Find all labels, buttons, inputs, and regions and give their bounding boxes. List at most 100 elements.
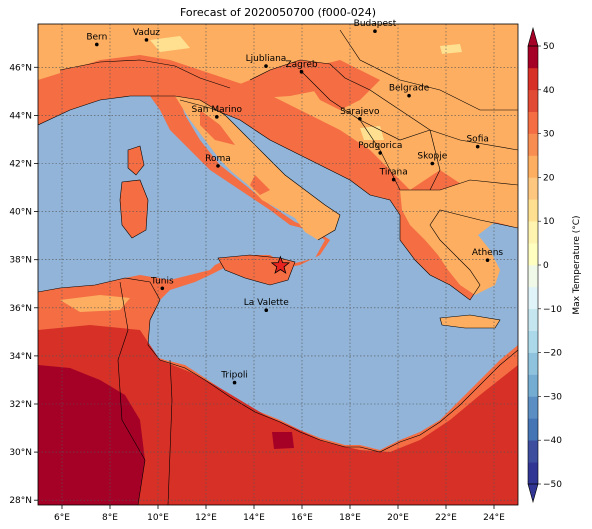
italy-warm (200, 110, 270, 195)
colorbar-segment (528, 67, 538, 91)
city-dot (95, 42, 99, 47)
africa-hot (38, 325, 518, 505)
y-tick-label: 42°N (9, 159, 32, 169)
colorbar-tick-label: −20 (543, 349, 562, 359)
city-label: Budapest (354, 19, 397, 29)
city-label: Tripoli (220, 371, 248, 381)
city-dot (407, 93, 411, 98)
city-dot (216, 164, 220, 168)
city-label: Vaduz (133, 28, 160, 38)
colorbar-segment (528, 89, 538, 112)
map-frame (37, 23, 519, 506)
city-label: Sofia (466, 135, 488, 145)
colorbar-segment (528, 243, 538, 266)
city-dot (215, 115, 219, 119)
colorbar-segment (528, 440, 538, 463)
alps-hot-region (60, 60, 345, 100)
colorbar-tick-label: 20 (543, 173, 555, 183)
colorbar-segment (528, 199, 538, 222)
city-dot (373, 29, 377, 34)
y-tick-label: 32°N (9, 400, 32, 410)
colorbar-tick-label: −40 (543, 436, 562, 446)
x-tick-label: 24°E (483, 513, 505, 523)
x-tick-label: 22°E (435, 513, 457, 523)
colorbar-segment (528, 462, 538, 485)
city-dot (378, 151, 383, 155)
colorbar-tick-label: 40 (543, 86, 555, 96)
colorbar-segment (528, 221, 538, 244)
x-tick-label: 8°E (102, 513, 118, 523)
city-dot (160, 286, 165, 291)
colorbar-segment (528, 396, 538, 419)
colorbar-tick-label: −10 (543, 305, 562, 315)
colorbar-segment (528, 46, 538, 69)
x-tick-label: 10°E (147, 513, 169, 523)
colorbar-tick-label: 0 (543, 261, 549, 271)
city-label: Belgrade (389, 84, 430, 94)
x-tick-label: 6°E (54, 513, 70, 523)
city-label: Sarajevo (340, 107, 380, 117)
city-label: Bern (86, 32, 107, 42)
colorbar-tick-label: 50 (543, 42, 555, 52)
colorbar-segment (528, 265, 538, 288)
greece-land (400, 180, 518, 295)
colorbar-segment (528, 177, 538, 200)
location-marker (270, 255, 291, 274)
balkan-warm-region (300, 60, 380, 110)
city-label: Zagreb (285, 60, 317, 70)
city-dot (430, 161, 435, 166)
y-tick-label: 44°N (9, 111, 32, 121)
y-tick-label: 46°N (9, 63, 32, 73)
y-tick-label: 40°N (9, 208, 32, 218)
city-dot (144, 38, 149, 42)
colorbar-segment (528, 330, 538, 353)
axes: 6°E 8°E 10°E 12°E 14°E 16°E 18°E 20°E 22°E 24°E 28… (9, 63, 505, 523)
chart-title: Forecast of 2020050700 (f000-024) (179, 6, 377, 19)
city-dot (391, 177, 396, 182)
city-dot (475, 144, 480, 149)
colorbar-segment (528, 111, 538, 134)
city-label: Skopje (417, 151, 447, 161)
y-tick-label: 34°N (9, 352, 32, 362)
x-tick-label: 20°E (387, 513, 409, 523)
city-dot (299, 70, 304, 74)
colorbar-extend-max (527, 26, 539, 47)
city-dot (264, 308, 269, 312)
y-tick-label: 36°N (9, 304, 32, 314)
colorbar-segment (528, 286, 538, 310)
europe-mild-region (38, 24, 518, 190)
city-dot (232, 380, 237, 385)
colorbar-title: Max Temperature (°C) (572, 215, 582, 314)
colorbar-segment (528, 308, 538, 331)
city-label: La Valette (244, 298, 289, 308)
colorbar-tick-label: −50 (543, 480, 562, 490)
corsica (128, 146, 144, 175)
colorbar: −50 −40 −30 −20 −10 0 10 20 30 40 50 Max Temperatur… (527, 26, 582, 504)
colorbar-segment (528, 133, 538, 156)
y-tick-label: 28°N (9, 496, 32, 506)
city-dot (264, 64, 268, 68)
y-tick-label: 38°N (9, 256, 32, 266)
crete (440, 315, 500, 328)
colorbar-segment (528, 155, 538, 178)
city-dot (358, 116, 362, 121)
colorbar-segment (528, 352, 538, 375)
colorbar-tick-label: 10 (543, 217, 555, 227)
x-tick-label: 12°E (195, 513, 217, 523)
cool-spots (150, 36, 462, 140)
x-tick-label: 16°E (291, 513, 313, 523)
colorbar-segment (528, 374, 538, 397)
city-label: Tunis (150, 276, 174, 286)
grid-lines (38, 24, 518, 505)
city-label: Podgorica (358, 141, 402, 151)
star-marker (270, 255, 291, 274)
colorbar-segment (528, 418, 538, 441)
city-dot (485, 258, 490, 262)
colorbar-extend-min (527, 483, 539, 504)
africa-very-hot (38, 365, 294, 505)
city-label: Tirana (379, 168, 408, 178)
colorbar-tick-label: −30 (543, 392, 562, 402)
colorbar-tick-label: 30 (543, 130, 555, 140)
